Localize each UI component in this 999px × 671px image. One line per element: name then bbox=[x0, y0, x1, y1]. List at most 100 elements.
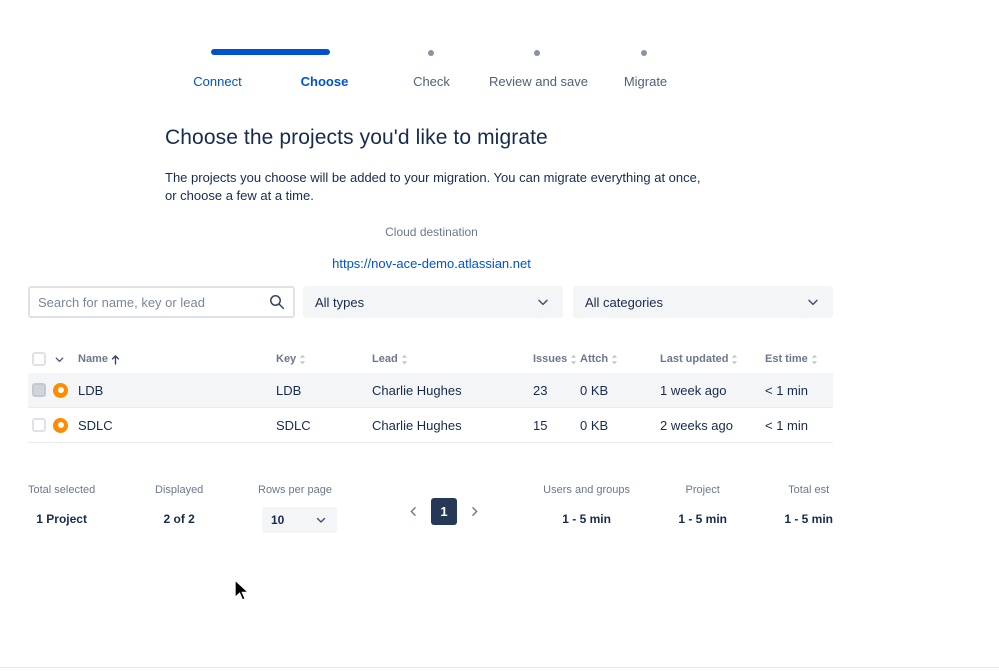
column-header-name[interactable]: Name bbox=[78, 353, 120, 365]
project-avatar-icon bbox=[53, 382, 68, 398]
chevron-down-icon bbox=[314, 513, 328, 527]
category-filter-value: All categories bbox=[585, 294, 664, 310]
table-row-ldb[interactable]: LDB LDB Charlie Hughes 23 0 KB 1 week ag… bbox=[28, 373, 833, 408]
column-label-issues: Issues bbox=[533, 353, 568, 365]
category-filter-select[interactable]: All categories bbox=[573, 286, 833, 318]
column-label-lead: Lead bbox=[372, 353, 398, 365]
rows-per-page-label: Rows per page bbox=[258, 484, 332, 496]
search-box bbox=[28, 286, 295, 318]
search-input[interactable] bbox=[30, 288, 293, 316]
rows-per-page-cell: Rows per page 10 bbox=[258, 484, 337, 533]
step-dot-review-and-save bbox=[534, 50, 540, 56]
rows-per-page-select[interactable]: 10 bbox=[262, 507, 337, 533]
project-lead: Charlie Hughes bbox=[372, 417, 462, 433]
users-and-groups-cell: Users and groups 1 - 5 min bbox=[543, 484, 630, 526]
project-key: SDLC bbox=[276, 417, 311, 433]
row-checkbox[interactable] bbox=[32, 383, 46, 397]
pagination: 1 bbox=[406, 496, 482, 526]
total-est-cell: Total est 1 - 5 min bbox=[784, 484, 833, 526]
column-label-attch: Attch bbox=[580, 353, 609, 365]
project-key: LDB bbox=[276, 382, 302, 398]
column-header-last-updated[interactable]: Last updated bbox=[660, 353, 738, 365]
table-row-sdlc[interactable]: SDLC SDLC Charlie Hughes 15 0 KB 2 weeks… bbox=[28, 408, 833, 443]
project-avatar-icon bbox=[53, 417, 68, 433]
stepper-labels: Connect Choose Check Review and save Mig… bbox=[164, 74, 699, 89]
project-last-updated: 2 weeks ago bbox=[660, 417, 733, 433]
project-lead: Charlie Hughes bbox=[372, 382, 462, 398]
displayed-label: Displayed bbox=[155, 484, 204, 496]
sort-icon bbox=[570, 354, 577, 365]
sort-icon bbox=[731, 354, 738, 365]
total-selected-label: Total selected bbox=[28, 484, 96, 496]
project-est-value: 1 - 5 min bbox=[678, 512, 727, 526]
cloud-destination-link[interactable]: https://nov-ace-demo.atlassian.net bbox=[332, 256, 531, 271]
project-issues: 15 bbox=[533, 417, 548, 433]
users-and-groups-label: Users and groups bbox=[543, 484, 630, 496]
project-attachments: 0 KB bbox=[580, 417, 609, 433]
column-label-name: Name bbox=[78, 353, 108, 365]
project-est-time: < 1 min bbox=[765, 382, 808, 398]
next-page-icon[interactable] bbox=[467, 504, 482, 519]
step-dot-migrate bbox=[641, 50, 647, 56]
cloud-destination-label: Cloud destination bbox=[385, 225, 478, 239]
sort-icon bbox=[299, 354, 306, 365]
project-name: SDLC bbox=[78, 417, 113, 433]
project-est-cell: Project 1 - 5 min bbox=[678, 484, 727, 526]
row-checkbox[interactable] bbox=[32, 418, 46, 432]
step-dot-check bbox=[428, 50, 434, 56]
project-last-updated: 1 week ago bbox=[660, 382, 727, 398]
project-attachments: 0 KB bbox=[580, 382, 609, 398]
filter-bar: All types All categories bbox=[28, 286, 833, 318]
sort-asc-icon bbox=[111, 354, 120, 365]
project-est-label: Project bbox=[685, 484, 720, 496]
type-filter-select[interactable]: All types bbox=[303, 286, 563, 318]
column-header-issues[interactable]: Issues bbox=[533, 353, 577, 365]
page-description-line2: or choose a few at a time. bbox=[165, 188, 314, 203]
projects-table: Name Key Lead Issues Attch Last updated … bbox=[28, 345, 833, 443]
column-header-key[interactable]: Key bbox=[276, 353, 306, 365]
select-all-checkbox[interactable] bbox=[32, 352, 46, 366]
project-est-time: < 1 min bbox=[765, 417, 808, 433]
project-issues: 23 bbox=[533, 382, 548, 398]
displayed-cell: Displayed 2 of 2 bbox=[155, 484, 203, 526]
page-description-line1: The projects you choose will be added to… bbox=[165, 170, 701, 185]
step-choose[interactable]: Choose bbox=[300, 74, 349, 89]
bottom-divider bbox=[0, 667, 999, 668]
column-header-attch[interactable]: Attch bbox=[580, 353, 618, 365]
type-filter-value: All types bbox=[315, 294, 365, 310]
column-label-last-updated: Last updated bbox=[660, 353, 729, 365]
users-and-groups-value: 1 - 5 min bbox=[562, 512, 611, 526]
step-connect[interactable]: Connect bbox=[193, 74, 242, 89]
column-header-lead[interactable]: Lead bbox=[372, 353, 408, 365]
project-name: LDB bbox=[78, 382, 104, 398]
chevron-down-icon bbox=[805, 294, 821, 310]
sort-icon bbox=[401, 354, 408, 365]
bulk-select-chevron-icon[interactable] bbox=[48, 353, 70, 366]
stepper: Connect Choose Check Review and save Mig… bbox=[164, 48, 699, 89]
previous-page-icon[interactable] bbox=[406, 504, 421, 519]
current-page-button[interactable]: 1 bbox=[431, 497, 457, 525]
column-header-est-time[interactable]: Est time bbox=[765, 353, 818, 365]
displayed-value: 2 of 2 bbox=[163, 512, 195, 526]
step-review-and-save: Review and save bbox=[489, 74, 588, 89]
total-est-value: 1 - 5 min bbox=[784, 512, 833, 526]
header-block: Choose the projects you'd like to migrat… bbox=[165, 126, 701, 271]
sort-icon bbox=[611, 354, 618, 365]
sort-icon bbox=[811, 354, 818, 365]
total-selected-cell: Total selected 1 Project bbox=[28, 484, 95, 526]
stepper-progress-bar bbox=[211, 49, 330, 55]
page-description: The projects you choose will be added to… bbox=[165, 169, 701, 205]
mouse-cursor-icon bbox=[233, 578, 251, 603]
step-check: Check bbox=[413, 74, 450, 89]
table-header-row: Name Key Lead Issues Attch Last updated … bbox=[28, 345, 833, 373]
total-est-label: Total est bbox=[788, 484, 830, 496]
column-label-est-time: Est time bbox=[765, 353, 808, 365]
chevron-down-icon bbox=[535, 294, 551, 310]
step-migrate: Migrate bbox=[623, 74, 668, 89]
search-icon[interactable] bbox=[268, 293, 286, 311]
column-label-key: Key bbox=[276, 353, 297, 365]
rows-per-page-value: 10 bbox=[271, 513, 285, 527]
stepper-indicator-row bbox=[164, 48, 699, 58]
page-title: Choose the projects you'd like to migrat… bbox=[165, 126, 548, 149]
